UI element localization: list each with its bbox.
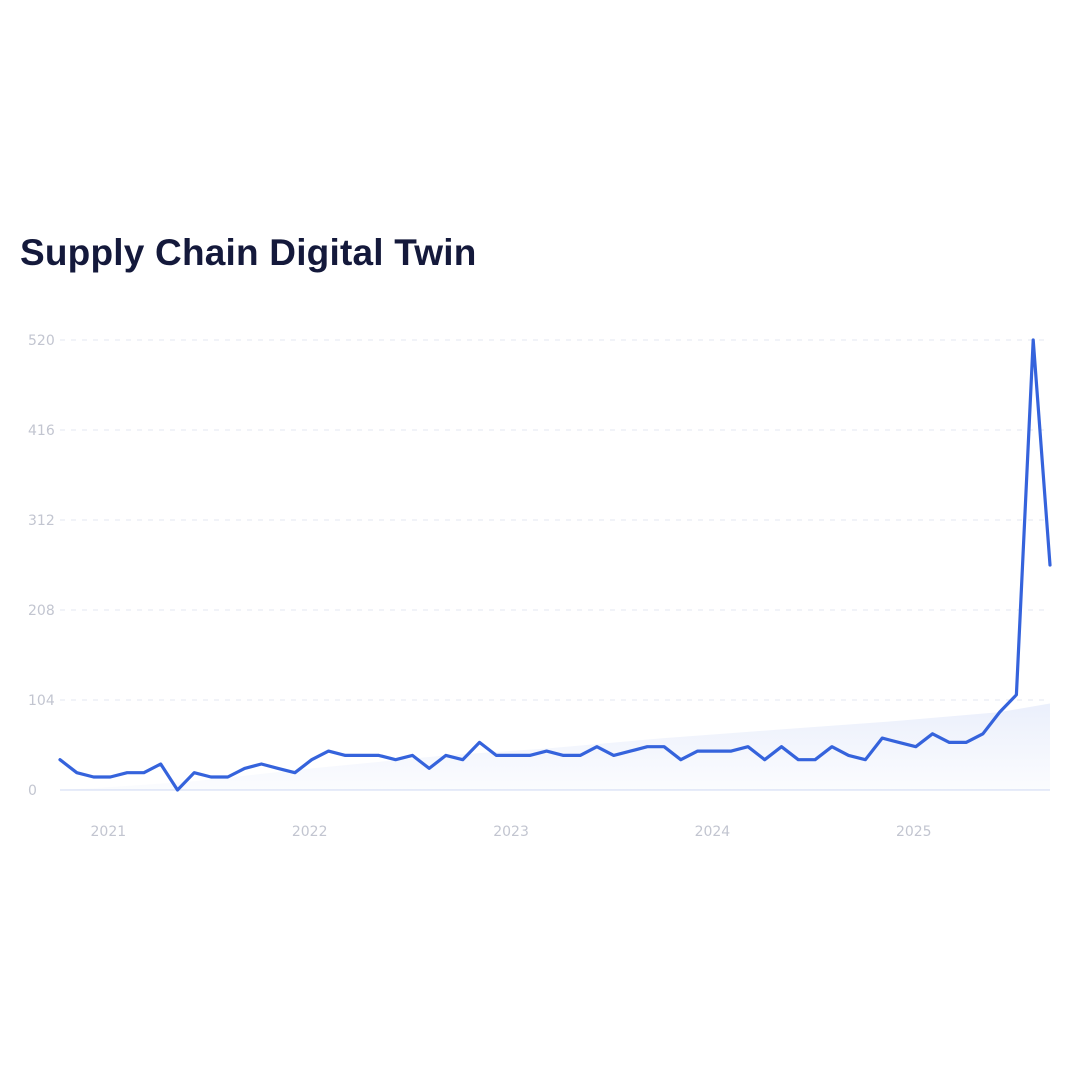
data-point xyxy=(126,772,128,774)
chart-title: Supply Chain Digital Twin xyxy=(20,232,477,273)
data-point xyxy=(797,759,799,761)
data-point xyxy=(646,746,648,748)
trend-area-layer xyxy=(60,703,1050,790)
data-point xyxy=(495,754,497,756)
data-point xyxy=(92,776,94,778)
y-tick-label: 0 xyxy=(28,783,37,799)
data-point xyxy=(143,772,145,774)
data-point xyxy=(814,759,816,761)
y-tick-label: 208 xyxy=(28,603,55,619)
data-point xyxy=(881,737,883,739)
data-point xyxy=(663,746,665,748)
data-point xyxy=(529,754,531,756)
data-point xyxy=(277,767,279,769)
x-tick-label: 2025 xyxy=(896,824,932,840)
data-point xyxy=(847,754,849,756)
data-point xyxy=(680,759,682,761)
series-line-layer xyxy=(58,338,1052,792)
x-tick-label: 2022 xyxy=(292,824,328,840)
data-point xyxy=(764,759,766,761)
data-point xyxy=(613,754,615,756)
data-point xyxy=(629,750,631,752)
data-point xyxy=(462,759,464,761)
data-point xyxy=(394,759,396,761)
data-point xyxy=(411,754,413,756)
data-point xyxy=(562,754,564,756)
data-point xyxy=(160,763,162,765)
data-point xyxy=(311,759,313,761)
data-point xyxy=(948,741,950,743)
y-tick-label: 104 xyxy=(28,693,55,709)
data-point xyxy=(545,750,547,752)
data-point xyxy=(260,763,262,765)
data-point xyxy=(1015,694,1017,696)
data-point xyxy=(428,767,430,769)
x-axis: 2021 2022 2023 2024 2025 xyxy=(91,824,932,840)
data-point xyxy=(109,776,111,778)
y-tick-label: 416 xyxy=(28,423,55,439)
data-point xyxy=(864,759,866,761)
data-point xyxy=(210,776,212,778)
data-point xyxy=(344,754,346,756)
data-point xyxy=(713,750,715,752)
series-line xyxy=(58,338,1052,792)
data-point xyxy=(915,746,917,748)
x-tick-label: 2021 xyxy=(91,824,127,840)
data-point xyxy=(780,746,782,748)
data-point xyxy=(999,711,1001,713)
data-point xyxy=(327,750,329,752)
data-point xyxy=(696,750,698,752)
data-point xyxy=(361,754,363,756)
data-point xyxy=(730,750,732,752)
data-point xyxy=(579,754,581,756)
data-point xyxy=(596,746,598,748)
data-point xyxy=(965,741,967,743)
data-point xyxy=(445,754,447,756)
data-point xyxy=(378,754,380,756)
data-point xyxy=(243,767,245,769)
data-point xyxy=(1049,564,1051,566)
y-axis: 0 104 208 312 416 520 xyxy=(28,333,55,799)
data-point xyxy=(294,772,296,774)
data-point xyxy=(1032,339,1034,341)
y-tick-label: 520 xyxy=(28,333,55,349)
data-point xyxy=(898,741,900,743)
data-point xyxy=(512,754,514,756)
data-point xyxy=(59,759,61,761)
x-tick-label: 2023 xyxy=(493,824,529,840)
x-tick-label: 2024 xyxy=(695,824,731,840)
data-point xyxy=(982,733,984,735)
data-point xyxy=(931,733,933,735)
data-point xyxy=(76,772,78,774)
trend-area xyxy=(60,703,1050,790)
data-point xyxy=(227,776,229,778)
data-point xyxy=(478,741,480,743)
y-tick-label: 312 xyxy=(28,513,55,529)
data-point xyxy=(831,746,833,748)
data-point xyxy=(193,772,195,774)
data-point xyxy=(747,746,749,748)
data-point xyxy=(176,789,178,791)
